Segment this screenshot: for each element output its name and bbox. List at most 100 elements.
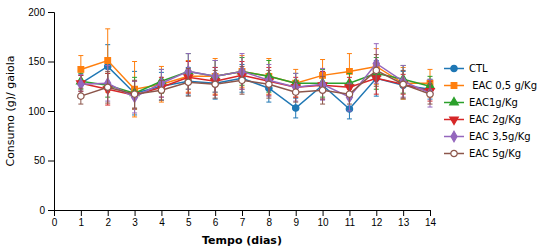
series [77,62,435,110]
error-bar [132,77,137,109]
legend-symbol [450,98,459,105]
legend-item: EAC 2g/Kg [444,114,521,125]
error-bar [78,88,83,104]
y-tick-label: 50 [34,155,46,166]
x-tick-mark [215,210,216,216]
error-bar [132,62,137,117]
x-axis-line [55,211,431,217]
error-bar [293,73,298,101]
legend-symbol [451,83,457,89]
error-bar [132,81,137,109]
legend-label: EAC 2g/Kg [469,114,521,125]
error-bar [132,80,137,108]
x-tick-mark [349,210,350,216]
x-axis-title: Tempo (dias) [202,234,282,247]
y-tick: 150 [28,56,54,67]
legend-label: EAC 5g/Kg [469,148,521,159]
series-line [81,66,430,109]
y-tick-label: 0 [39,205,45,216]
x-tick-mark [135,210,136,216]
error-bar [374,55,379,87]
plot: 01234567891011121314050100150200Tempo (d… [4,7,537,247]
legend: CTL EAC 0,5 g/Kg EAC1g/Kg EAC 2g/Kg EAC 3,5… [444,63,537,159]
series [78,55,434,108]
x-tick: 3 [132,210,138,228]
y-tick-label: 150 [28,56,45,67]
series [78,29,433,117]
x-tick-label: 0 [52,217,58,228]
point [131,91,137,97]
point [78,93,84,99]
x-tick-mark [161,210,162,216]
x-tick-label: 6 [213,217,219,228]
x-tick: 2 [105,210,111,228]
x-tick-mark [188,210,189,216]
point [105,58,111,64]
x-tick-label: 5 [186,217,192,228]
legend-label: CTL [469,63,488,74]
legend-label: EAC 0,5 g/Kg [469,80,537,91]
y-tick-mark [48,161,54,162]
x-tick: 11 [345,210,356,228]
x-tick: 13 [398,210,410,228]
x-tick-mark [323,210,324,216]
y-tick: 50 [34,155,54,166]
point [373,67,379,73]
legend-symbol [451,131,457,142]
error-bar [132,81,137,113]
x-tick-mark [296,210,297,216]
error-bar [240,66,245,94]
error-bar [159,66,164,102]
y-tick: 0 [39,205,54,216]
error-bar [132,71,137,115]
x-tick-label: 12 [371,217,383,228]
legend-label: EAC 3,5g/Kg [469,131,531,142]
error-bar [347,84,352,104]
x-tick-label: 14 [425,217,437,228]
legend-item: EAC1g/Kg [444,97,518,108]
point [400,81,406,87]
series [78,45,434,119]
series [78,44,433,113]
point [266,81,272,87]
point [185,79,191,85]
y-tick-label: 100 [28,106,45,117]
error-bar [159,80,164,100]
y-axis-line [48,13,55,211]
y-tick: 200 [28,7,54,18]
legend-symbol [451,65,457,71]
x-tick-label: 7 [240,217,246,228]
error-bar [320,76,325,104]
x-tick: 10 [318,210,330,228]
x-tick-label: 1 [79,217,85,228]
x-tick-mark [108,210,109,216]
error-bar [401,71,406,99]
error-bar [401,65,406,97]
point [293,105,299,111]
x-tick-label: 8 [267,217,273,228]
y-tick: 100 [28,106,54,117]
x-tick: 12 [371,210,383,228]
legend-symbol [451,150,457,156]
legend-item: CTL [444,63,488,74]
chart: 01234567891011121314050100150200Tempo (d… [0,0,552,252]
point [293,89,299,95]
x-tick: 9 [293,210,299,228]
error-bar [266,70,271,98]
x-tick: 7 [240,210,246,228]
x-tick-label: 4 [159,217,165,228]
x-tick-mark [376,210,377,216]
legend-item: EAC 3,5g/Kg [444,131,531,142]
y-axis-title: Consumo (g)/ gaiola [4,55,17,166]
error-bar [213,70,218,98]
error-bar [428,84,433,104]
y-axis: 0 50 100 150 200 [28,7,54,216]
x-tick: 4 [159,210,165,228]
legend-label: EAC1g/Kg [469,97,518,108]
point [212,81,218,87]
point [158,87,164,93]
x-tick: 8 [267,210,273,228]
point [427,91,433,97]
error-bar [401,70,406,98]
y-tick-label: 200 [28,7,45,18]
